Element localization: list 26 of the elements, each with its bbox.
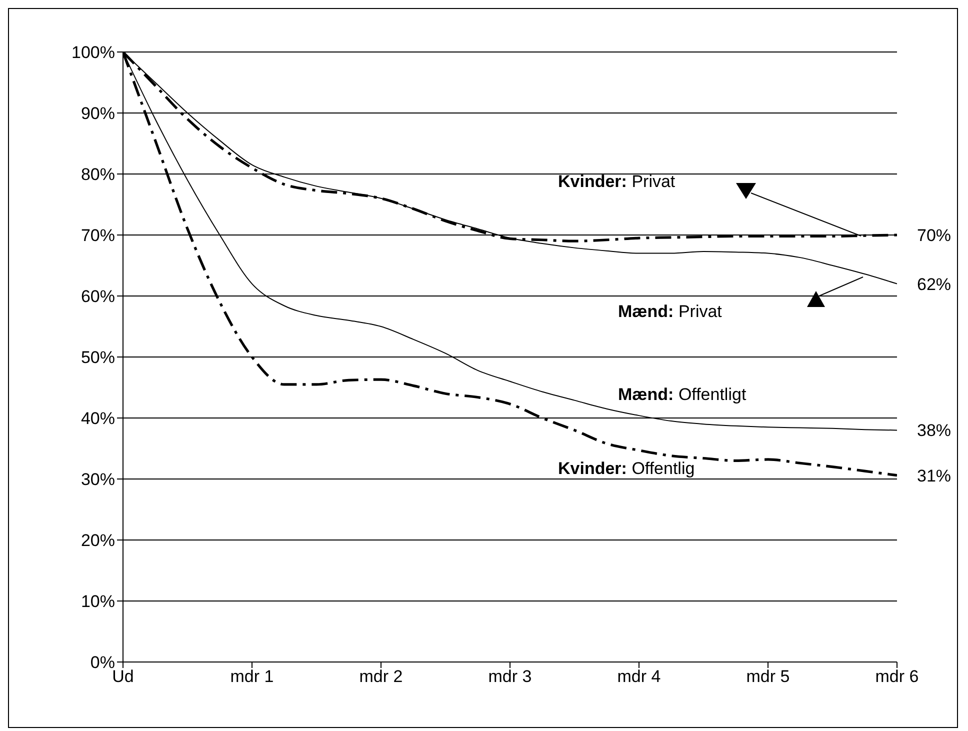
y-tick-label: 0% xyxy=(90,653,115,672)
data-label: 70% xyxy=(917,226,952,245)
y-tick-label: 50% xyxy=(80,348,115,368)
data-label: 38% xyxy=(917,421,952,440)
y-tick-label: 20% xyxy=(80,531,115,550)
y-tick-label: 100% xyxy=(72,43,115,62)
x-tick-label: Ud xyxy=(112,667,134,686)
text: Mænd: Privat xyxy=(618,302,722,321)
y-tick-label: 70% xyxy=(80,226,115,246)
y-tick-label: 60% xyxy=(80,287,115,306)
series-label: Kvinder: Offentlig xyxy=(558,459,695,478)
y-tick-label: 80% xyxy=(80,165,115,184)
x-tick-label: mdr 4 xyxy=(617,667,661,686)
y-tick-label: 90% xyxy=(80,104,115,124)
data-label: 31% xyxy=(917,466,952,486)
text: Kvinder: Privat xyxy=(558,172,676,191)
x-tick-label: mdr 6 xyxy=(875,667,919,686)
data-label: 62% xyxy=(917,274,952,294)
y-tick-label: 30% xyxy=(80,470,115,490)
y-tick-label: 10% xyxy=(80,592,115,612)
x-tick-label: mdr 1 xyxy=(230,667,274,686)
y-tick-label: 40% xyxy=(80,409,115,428)
x-tick-label: mdr 5 xyxy=(746,667,790,686)
x-tick-label: mdr 2 xyxy=(359,667,403,686)
series-label: Mænd: Offentligt xyxy=(618,385,746,404)
x-tick-label: mdr 3 xyxy=(488,667,532,686)
